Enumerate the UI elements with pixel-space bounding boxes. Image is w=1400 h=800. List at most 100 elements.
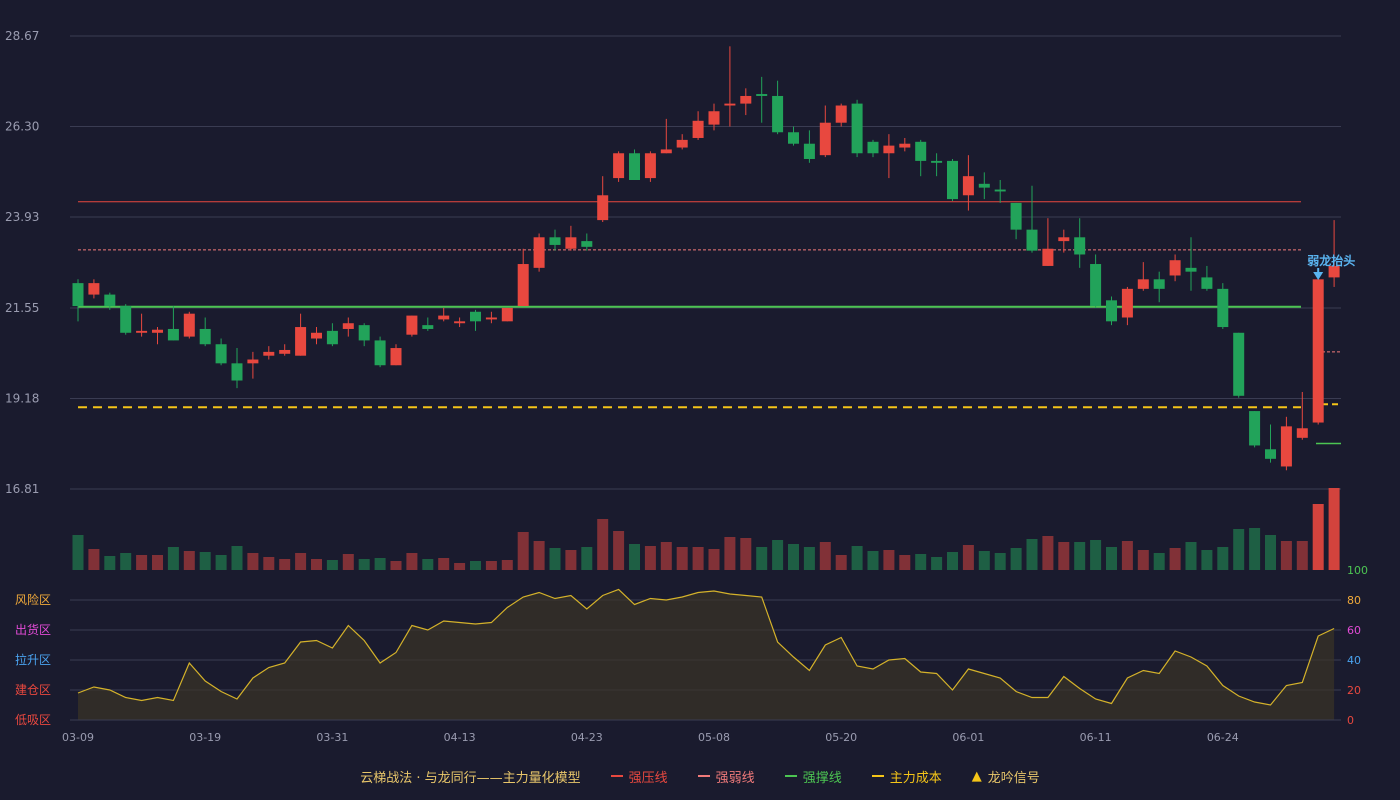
oscillator-zone-label: 风险区 [15,592,51,607]
volume-bar [1201,550,1213,570]
date-tick-label: 06-11 [1080,731,1112,744]
volume-bar [629,544,640,570]
price-tick-label: 19.18 [5,391,39,405]
candle-body [994,189,1006,192]
date-tick-label: 04-13 [444,731,476,744]
candle-body [803,143,815,159]
volume-bar [422,559,434,570]
legend-item-pressure[interactable]: 强压线 [610,767,668,786]
candle-body [1090,264,1102,307]
candle-body [772,95,784,133]
triangle-icon: ▲ [971,768,982,784]
volume-bar [406,553,418,570]
price-tick-label: 26.30 [5,120,39,134]
candle-body [756,94,768,96]
candle-body [326,330,338,345]
date-tick-label: 06-01 [952,731,984,744]
candle-body [1296,428,1308,438]
oscillator-zone-label: 出货区 [15,622,51,637]
volume-bar [279,559,291,570]
volume-bar [533,541,545,570]
candle-body [183,313,195,337]
volume-bar [931,557,943,570]
candle-body [1233,332,1245,396]
volume-bar [1169,548,1181,570]
legend-item-weak[interactable]: 强弱线 [697,767,755,786]
volume-bar [1137,550,1149,570]
legend-item-signal[interactable]: ▲ 龙吟信号 [972,767,1040,786]
candle-body [581,241,593,247]
candle-body [660,149,672,154]
volume-bar [644,546,656,570]
candle-body [1137,279,1149,289]
volume-bar [803,547,815,570]
candle-body [247,359,259,364]
volume-bar [772,540,784,570]
oscillator-tick-label: 60 [1347,624,1361,637]
signal-arrow-icon [1313,272,1324,280]
volume-bar [1249,528,1261,570]
oscillator-zone-label: 建仓区 [15,683,51,697]
candle-body [1265,449,1276,459]
pressure-line-swatch [610,775,623,777]
candle-body [311,332,322,339]
volume-bar [374,558,386,570]
candle-body [708,111,720,125]
candle-body [835,105,847,123]
candle-body [931,160,943,163]
volume-bar [613,531,625,570]
volume-bar [1296,541,1308,570]
volume-bar [1042,536,1054,570]
price-tick-label: 21.55 [5,301,39,315]
chart-legend: 云梯战法 · 与龙同行——主力量化模型 强压线 强弱线 强撑线 主力成本 ▲ 龙… [0,766,1400,786]
legend-item-model[interactable]: 云梯战法 · 与龙同行——主力量化模型 [360,767,580,786]
candle-body [342,323,354,329]
price-tick-label: 16.81 [5,482,39,496]
volume-bar [1328,488,1340,570]
oscillator-zone-label: 拉升区 [15,652,51,667]
oscillator-zone-label: 低吸区 [15,713,51,727]
volume-bar [358,559,370,570]
volume-bar [1106,547,1117,570]
volume-bar [1217,547,1229,570]
candle-body [1280,426,1292,467]
volume-bar [1090,540,1102,570]
volume-bar [454,563,466,570]
volume-bar [549,548,561,570]
candle-body [231,363,243,381]
candle-body [88,283,100,295]
candle-body [485,317,497,320]
candle-body [1026,229,1038,251]
volume-bar [342,554,354,570]
candle-body [978,183,990,188]
volume-bar [724,537,736,570]
candle-body [1201,277,1213,289]
legend-item-support[interactable]: 强撑线 [784,767,842,786]
candle-body [517,264,529,307]
legend-item-cost[interactable]: 主力成本 [871,767,942,786]
candle-body [1074,237,1086,255]
volume-bar [835,555,847,570]
legend-label-pressure: 强压线 [628,770,668,786]
candle-body [374,340,386,366]
volume-bar [247,553,259,570]
candle-body [152,329,163,333]
candle-body [199,328,211,345]
volume-bar [485,561,497,570]
oscillator-tick-label: 20 [1347,684,1361,697]
volume-bar [883,550,895,570]
volume-bar [1312,504,1324,570]
candle-body [1328,265,1340,278]
candle-body [104,294,116,307]
candle-body [915,141,927,161]
candle-body [390,348,402,366]
volume-bar [867,551,879,570]
candle-body [613,153,625,179]
volume-bar [438,558,450,570]
candle-body [629,153,640,180]
volume-bar [1265,535,1276,570]
candle-body [470,311,481,322]
candle-body [72,283,84,307]
volume-bar [676,547,688,570]
candle-body [819,122,831,156]
